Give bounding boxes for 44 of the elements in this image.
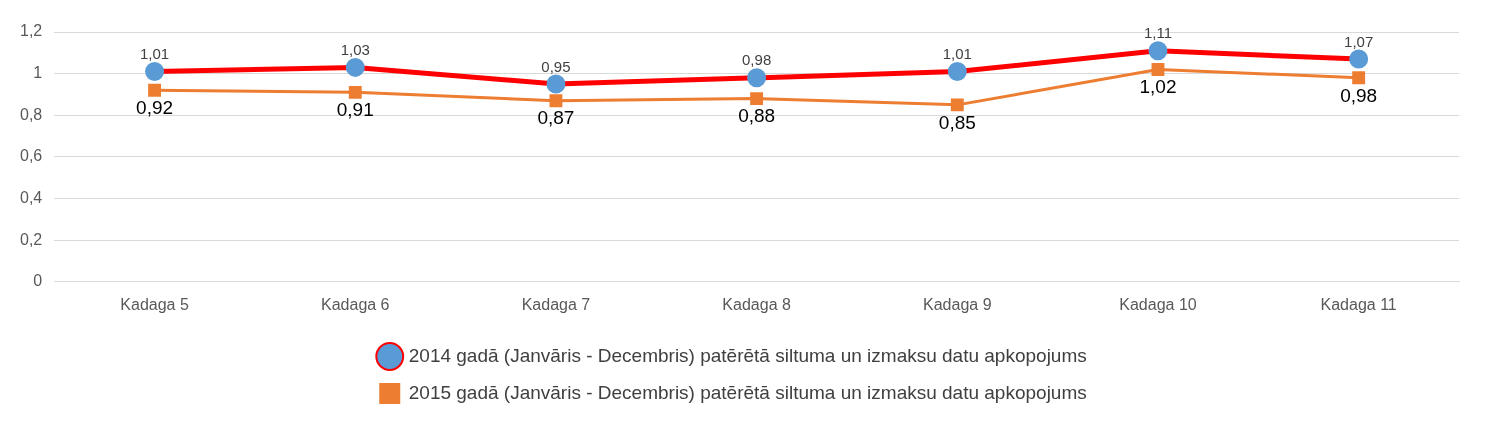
x-tick-label: Kadaga 6 [321,295,390,313]
data-label: 0,88 [738,105,776,127]
point [546,74,566,94]
point [1352,71,1366,85]
point [1151,63,1165,76]
point [947,62,967,82]
x-tick-label: Kadaga 10 [1119,295,1197,313]
y-tick-label: 0 [33,272,43,290]
point [549,94,563,108]
data-label: 1,01 [942,45,972,63]
legend-label: 2014 gadā (Janvāris - Decembris) patērētā siltuma un izmaksu datu apkopojums [408,344,1087,366]
legend-label: 2015 gadā (Janvāris - Decembris) patērētā siltuma un izmaksu datu apkopojums [408,381,1087,403]
data-label: 0,92 [136,97,174,119]
point [750,92,764,106]
y-tick-label: 0,8 [19,105,43,123]
point [1148,41,1168,61]
data-label: 1,02 [1139,76,1177,98]
point [950,98,964,112]
data-label: 1,11 [1143,24,1173,42]
data-label: 0,91 [336,99,374,121]
x-tick-label: Kadaga 11 [1320,295,1397,313]
data-label: 1,01 [139,45,170,63]
y-tick-label: 1 [33,64,43,82]
data-label: 0,87 [537,107,575,129]
data-label: 0,95 [541,57,571,75]
data-label: 1,03 [340,41,370,59]
point [148,83,162,97]
point [747,68,767,88]
y-tick-label: 1,2 [19,22,43,40]
point [145,62,165,82]
x-tick-label: Kadaga 8 [722,295,791,313]
y-tick-label: 0,2 [19,230,43,248]
y-tick-label: 0,4 [19,188,43,206]
x-tick-label: Kadaga 7 [521,295,591,313]
point [348,85,362,99]
data-label: 0,98 [1340,84,1378,106]
y-tick-label: 0,6 [19,147,43,165]
point [345,57,365,77]
x-tick-label: Kadaga 9 [923,295,992,313]
point [1349,49,1369,69]
data-label: 1,07 [1344,32,1374,50]
x-tick-label: Kadaga 5 [120,295,189,313]
data-label: 0,98 [742,51,772,69]
data-label: 0,85 [938,111,976,133]
